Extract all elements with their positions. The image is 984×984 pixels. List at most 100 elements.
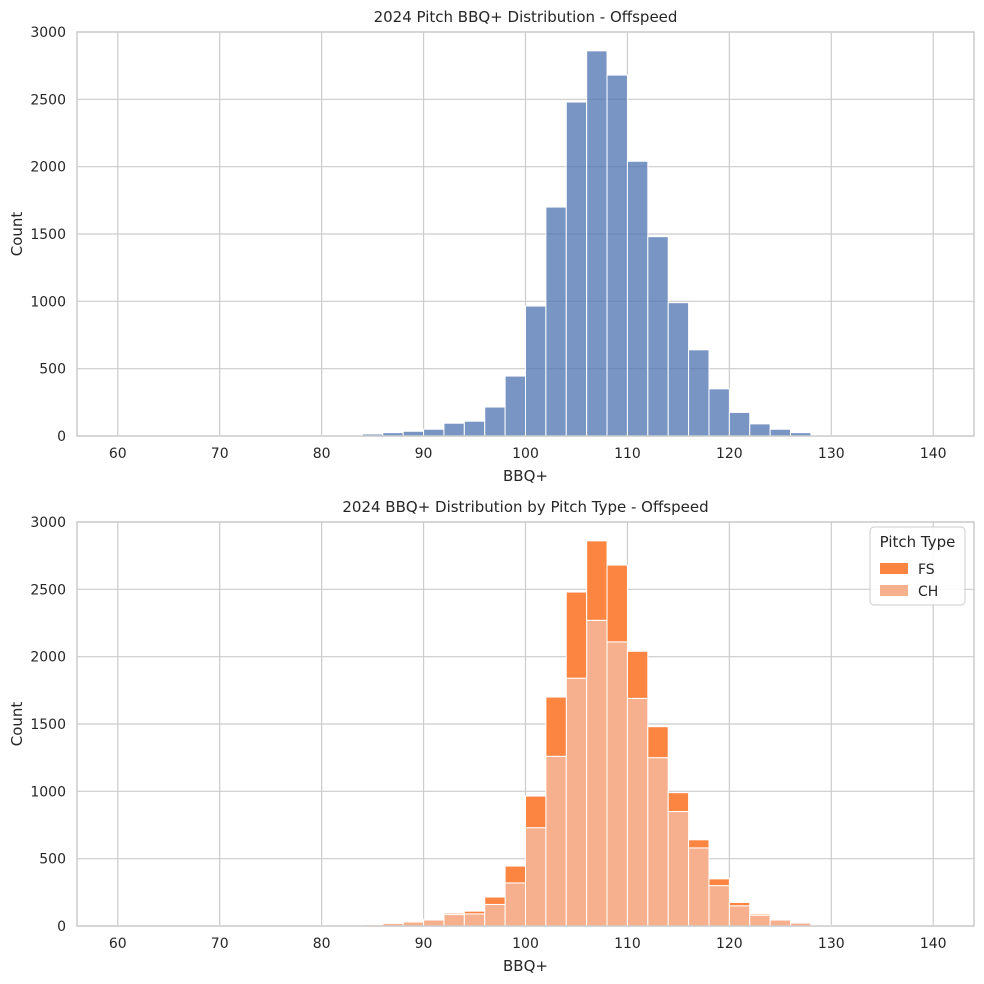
bar-fs-102 bbox=[545, 696, 567, 757]
chart-title: 2024 Pitch BBQ+ Distribution - Offspeed bbox=[374, 8, 678, 26]
x-tick-label: 120 bbox=[716, 936, 743, 952]
y-tick-label: 0 bbox=[57, 429, 66, 445]
legend-label-ch: CH bbox=[918, 584, 938, 600]
y-tick-label: 1000 bbox=[30, 294, 66, 310]
y-tick-label: 3000 bbox=[30, 25, 66, 41]
x-tick-label: 100 bbox=[512, 446, 539, 462]
legend-swatch-fs bbox=[880, 563, 908, 574]
bar-ch-94 bbox=[463, 913, 486, 927]
y-tick-label: 2000 bbox=[30, 650, 66, 666]
x-axis-label: BBQ+ bbox=[503, 957, 548, 975]
bar-108 bbox=[606, 74, 628, 437]
bars bbox=[117, 50, 934, 437]
bar-fs-100 bbox=[525, 795, 547, 829]
bar-fs-122 bbox=[749, 913, 771, 916]
x-tick-label: 140 bbox=[920, 446, 947, 462]
bar-fs-110 bbox=[626, 650, 649, 699]
x-axis-label: BBQ+ bbox=[503, 467, 548, 485]
y-axis-label: Count bbox=[8, 702, 26, 747]
y-tick-label: 2500 bbox=[30, 92, 66, 108]
x-tick-label: 130 bbox=[818, 446, 845, 462]
x-tick-label: 80 bbox=[313, 936, 331, 952]
x-tick-label: 130 bbox=[818, 936, 845, 952]
bar-114 bbox=[667, 302, 690, 437]
bar-124 bbox=[769, 428, 792, 437]
bar-ch-106 bbox=[586, 619, 608, 927]
bar-110 bbox=[626, 160, 649, 437]
y-tick-label: 1500 bbox=[30, 227, 66, 243]
bar-ch-98 bbox=[504, 882, 527, 927]
bar-ch-122 bbox=[749, 914, 771, 927]
y-tick-label: 0 bbox=[57, 919, 66, 935]
y-tick-label: 2000 bbox=[30, 160, 66, 176]
y-tick-label: 2500 bbox=[30, 582, 66, 598]
bar-92 bbox=[443, 422, 465, 437]
chart-title: 2024 BBQ+ Distribution by Pitch Type - O… bbox=[342, 498, 708, 516]
x-tick-label: 80 bbox=[313, 446, 331, 462]
bar-ch-112 bbox=[647, 757, 669, 927]
plot-frame bbox=[76, 521, 975, 927]
bar-fs-84 bbox=[361, 923, 384, 926]
bar-fs-120 bbox=[728, 901, 751, 907]
x-tick-label: 100 bbox=[512, 936, 539, 952]
bar-fs-112 bbox=[647, 726, 669, 759]
x-tick-label: 140 bbox=[920, 936, 947, 952]
bar-ch-90 bbox=[423, 919, 445, 927]
bar-ch-110 bbox=[626, 697, 649, 927]
bar-ch-92 bbox=[443, 914, 465, 927]
bar-ch-116 bbox=[688, 847, 710, 927]
bar-fs-96 bbox=[484, 896, 506, 905]
bar-100 bbox=[525, 305, 547, 437]
bar-fs-94 bbox=[463, 910, 486, 915]
bar-ch-118 bbox=[708, 885, 730, 927]
bar-120 bbox=[728, 411, 751, 437]
x-tick-label: 60 bbox=[109, 446, 127, 462]
x-tick-label: 70 bbox=[211, 936, 229, 952]
bar-fs-88 bbox=[402, 920, 425, 923]
bar-122 bbox=[749, 423, 771, 437]
bar-ch-108 bbox=[606, 641, 628, 927]
bar-102 bbox=[545, 206, 567, 437]
bar-104 bbox=[565, 101, 588, 437]
bar-96 bbox=[484, 406, 506, 437]
chart-panel-2: 60 70 80 90 100 110 120 130 140 0 500 1000 1500 2000 2… bbox=[8, 498, 975, 975]
bar-116 bbox=[688, 349, 710, 437]
y-tick-label: 3000 bbox=[30, 515, 66, 531]
bar-fs-114 bbox=[667, 792, 690, 813]
x-tick-label: 110 bbox=[614, 446, 641, 462]
bar-ch-96 bbox=[484, 903, 506, 927]
bar-112 bbox=[647, 236, 669, 437]
y-tick-label: 1000 bbox=[30, 784, 66, 800]
bar-fs-104 bbox=[565, 591, 588, 679]
x-tick-label: 90 bbox=[415, 936, 433, 952]
legend-title: Pitch Type bbox=[880, 533, 956, 551]
bar-fs-124 bbox=[769, 918, 792, 921]
y-tick-label: 1500 bbox=[30, 717, 66, 733]
x-tick-label: 90 bbox=[415, 446, 433, 462]
bar-ch-100 bbox=[525, 827, 547, 927]
bar-94 bbox=[463, 420, 486, 437]
bar-fs-92 bbox=[443, 912, 465, 916]
bar-ch-114 bbox=[667, 811, 690, 927]
bar-ch-102 bbox=[545, 755, 567, 927]
plot-frame bbox=[76, 31, 975, 437]
y-tick-label: 500 bbox=[39, 362, 66, 378]
chart-panel-1: 60 70 80 90 100 110 120 130 140 0 500 1000 1500 2000 2… bbox=[8, 8, 975, 485]
bar-90 bbox=[423, 428, 445, 437]
x-tick-label: 60 bbox=[109, 936, 127, 952]
bar-fs-86 bbox=[382, 922, 404, 924]
bar-fs-106 bbox=[586, 540, 608, 621]
bar-106 bbox=[586, 50, 608, 437]
bar-fs-116 bbox=[688, 839, 710, 849]
legend-swatch-ch bbox=[880, 585, 908, 596]
legend-label-fs: FS bbox=[918, 562, 935, 578]
bar-fs-98 bbox=[504, 865, 527, 884]
bar-ch-120 bbox=[728, 905, 751, 927]
y-axis-label: Count bbox=[8, 212, 26, 257]
bar-ch-104 bbox=[565, 677, 588, 927]
bar-118 bbox=[708, 388, 730, 437]
bar-fs-108 bbox=[606, 564, 628, 643]
bar-fs-90 bbox=[423, 918, 445, 921]
x-tick-label: 110 bbox=[614, 936, 641, 952]
